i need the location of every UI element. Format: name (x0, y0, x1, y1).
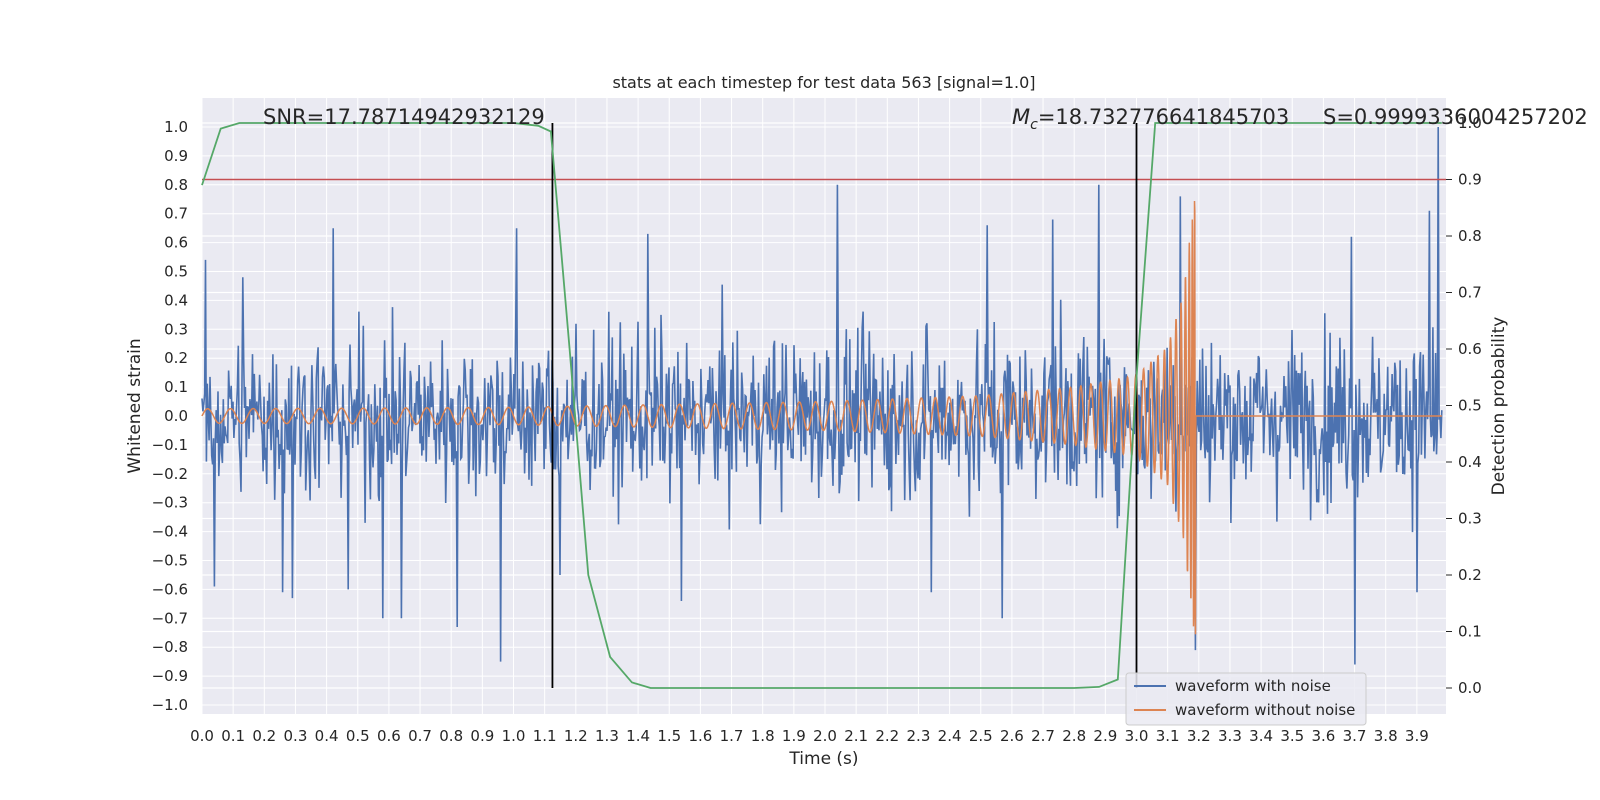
chirp-mass-annotation: Mc=18.732776641845703 (1012, 105, 1289, 133)
y-tick-label: 0.5 (164, 263, 188, 281)
y2-tick-label: 0.2 (1458, 566, 1482, 584)
y-tick-label: −1.0 (152, 696, 188, 714)
x-tick-label: 3.7 (1343, 727, 1367, 745)
x-tick-label: 0.3 (284, 727, 308, 745)
chirp-mass-value: =18.732776641845703 (1038, 105, 1289, 129)
y-tick-label: 0.7 (164, 205, 188, 223)
x-tick-label: 0.9 (470, 727, 494, 745)
x-tick-label: 1.3 (595, 727, 619, 745)
y2-tick-label: 0.3 (1458, 510, 1482, 528)
x-tick-label: 2.1 (844, 727, 868, 745)
y-tick-label: 0.3 (164, 320, 188, 338)
y-tick-label: 0.2 (164, 349, 188, 367)
legend-label-clean: waveform without noise (1175, 701, 1355, 719)
x-tick-label: 1.0 (502, 727, 526, 745)
x-tick-label: 3.1 (1156, 727, 1180, 745)
y-tick-label: −0.9 (152, 667, 188, 685)
x-tick-label: 0.1 (221, 727, 245, 745)
legend: waveform with noise waveform without noi… (1125, 672, 1367, 726)
y2-axis-label: Detection probability (1489, 317, 1509, 496)
x-tick-label: 0.2 (252, 727, 276, 745)
y-axis-label: Whitened strain (125, 338, 145, 473)
y2-tick-label: 0.4 (1458, 453, 1482, 471)
x-tick-label: 3.4 (1249, 727, 1273, 745)
y-tick-label: −0.7 (152, 609, 188, 627)
x-tick-label: 3.3 (1218, 727, 1242, 745)
x-tick-label: 1.7 (720, 727, 744, 745)
snr-annotation: SNR=17.78714942932129 (263, 105, 545, 129)
chirp-mass-symbol: M (1012, 105, 1030, 129)
detection-probability-line (201, 122, 1442, 689)
x-tick-label: 2.3 (907, 727, 931, 745)
x-tick-label: 1.1 (533, 727, 557, 745)
y-tick-label: −0.1 (152, 436, 188, 454)
y2-tick-label: 0.1 (1458, 623, 1482, 641)
chirp-mass-subscript: c (1030, 117, 1038, 133)
y-tick-label: 0.6 (164, 234, 188, 252)
x-tick-label: 0.5 (346, 727, 370, 745)
x-tick-label: 3.5 (1280, 727, 1304, 745)
x-tick-label: 3.2 (1187, 727, 1211, 745)
x-tick-label: 2.8 (1062, 727, 1086, 745)
x-tick-label: 1.8 (751, 727, 775, 745)
y-tick-label: 0.4 (164, 291, 188, 309)
y-tick-label: 1.0 (164, 118, 188, 136)
x-tick-label: 2.6 (1000, 727, 1024, 745)
ticks: 0.0 0.1 0.2 0.3 0.4 0.5 0.6 0.7 0.8 0.9 1.0 1.1 1.2 1… (152, 114, 1482, 745)
x-tick-label: 3.9 (1405, 727, 1429, 745)
x-tick-label: 2.4 (938, 727, 962, 745)
x-tick-label: 0.4 (315, 727, 339, 745)
y-tick-label: 0.1 (164, 378, 188, 396)
clean-waveform-line (201, 200, 1442, 635)
y-tick-label: −0.3 (152, 494, 188, 512)
x-tick-label: 0.8 (439, 727, 463, 745)
y2-tick-label: 0.6 (1458, 340, 1482, 358)
significance-annotation: S=0.9999336004257202 (1323, 105, 1588, 129)
y2-tick-label: 0.9 (1458, 171, 1482, 189)
x-tick-label: 0.6 (377, 727, 401, 745)
x-tick-label: 1.2 (564, 727, 588, 745)
x-tick-label: 1.4 (626, 727, 650, 745)
x-tick-label: 1.6 (688, 727, 712, 745)
x-tick-label: 3.8 (1374, 727, 1398, 745)
x-tick-label: 3.0 (1125, 727, 1149, 745)
x-tick-label: 2.9 (1093, 727, 1117, 745)
x-tick-label: 2.0 (813, 727, 837, 745)
y-tick-label: −0.6 (152, 580, 188, 598)
y-tick-label: −0.8 (152, 638, 188, 656)
x-tick-label: 2.7 (1031, 727, 1055, 745)
y2-tick-label: 1.0 (1458, 114, 1482, 132)
y2-tick-label: 0.5 (1458, 397, 1482, 415)
x-tick-label: 3.6 (1311, 727, 1335, 745)
x-axis-label: Time (s) (788, 749, 858, 769)
y-tick-label: −0.5 (152, 552, 188, 570)
plot-content (201, 122, 1446, 689)
y2-tick-label: 0.0 (1458, 679, 1482, 697)
x-tick-label: 0.7 (408, 727, 432, 745)
x-tick-label: 1.5 (657, 727, 681, 745)
y-tick-label: −0.2 (152, 465, 188, 483)
y-tick-label: 0.9 (164, 147, 188, 165)
y-tick-label: 0.0 (164, 407, 188, 425)
y-tick-label: −0.4 (152, 523, 188, 541)
y-tick-label: 0.8 (164, 176, 188, 194)
x-tick-label: 0.0 (190, 727, 214, 745)
x-tick-label: 1.9 (782, 727, 806, 745)
x-tick-label: 2.5 (969, 727, 993, 745)
legend-label-noisy: waveform with noise (1175, 677, 1331, 695)
y2-tick-label: 0.7 (1458, 284, 1482, 302)
y2-tick-label: 0.8 (1458, 227, 1482, 245)
legend-box (1125, 672, 1367, 726)
x-tick-label: 2.2 (875, 727, 899, 745)
chart-title: stats at each timestep for test data 563… (612, 73, 1035, 92)
